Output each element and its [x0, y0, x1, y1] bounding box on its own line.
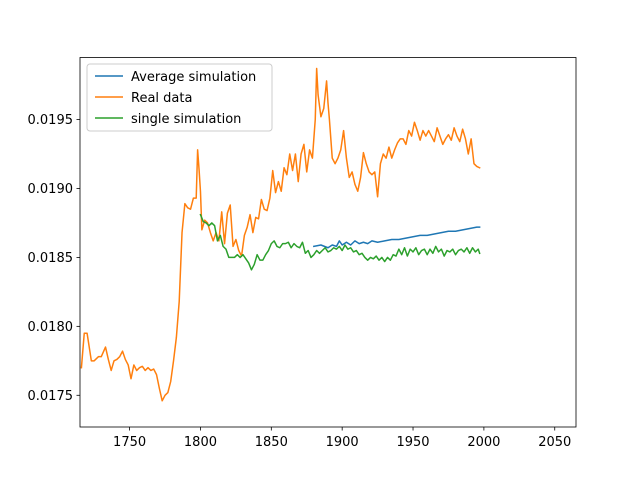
- x-tick-label: 1750: [113, 435, 146, 450]
- x-tick-label: 1900: [326, 435, 359, 450]
- y-tick-label: 0.0175: [28, 389, 74, 404]
- x-tick-label: 2050: [538, 435, 571, 450]
- x-tick-label: 1950: [396, 435, 429, 450]
- y-tick-label: 0.0180: [28, 320, 74, 335]
- axes-frame: [79, 57, 577, 428]
- legend-label-average-simulation: Average simulation: [131, 70, 256, 85]
- x-tick-label: 1800: [184, 435, 217, 450]
- legend-box: [86, 63, 273, 132]
- legend-label-single-simulation: single simulation: [131, 112, 241, 127]
- y-tick-label: 0.0185: [28, 251, 74, 266]
- y-axis: 0.0175 0.0180 0.0185 0.0190 0.0195: [28, 113, 80, 404]
- x-tick-label: 2000: [467, 435, 500, 450]
- plot-series: [80, 67, 481, 402]
- y-tick-label: 0.0195: [28, 113, 74, 128]
- y-tick-label: 0.0190: [28, 182, 74, 197]
- series-line-average-simulation: [312, 226, 481, 249]
- x-axis: 1750 1800 1850 1900 1950 2000 2050: [113, 427, 571, 450]
- x-tick-label: 1850: [255, 435, 288, 450]
- legend-label-real-data: Real data: [131, 91, 192, 106]
- series-line-single-simulation: [199, 213, 481, 271]
- legend: Average simulation Real data single simu…: [86, 63, 273, 132]
- series-line-real-data: [80, 67, 481, 402]
